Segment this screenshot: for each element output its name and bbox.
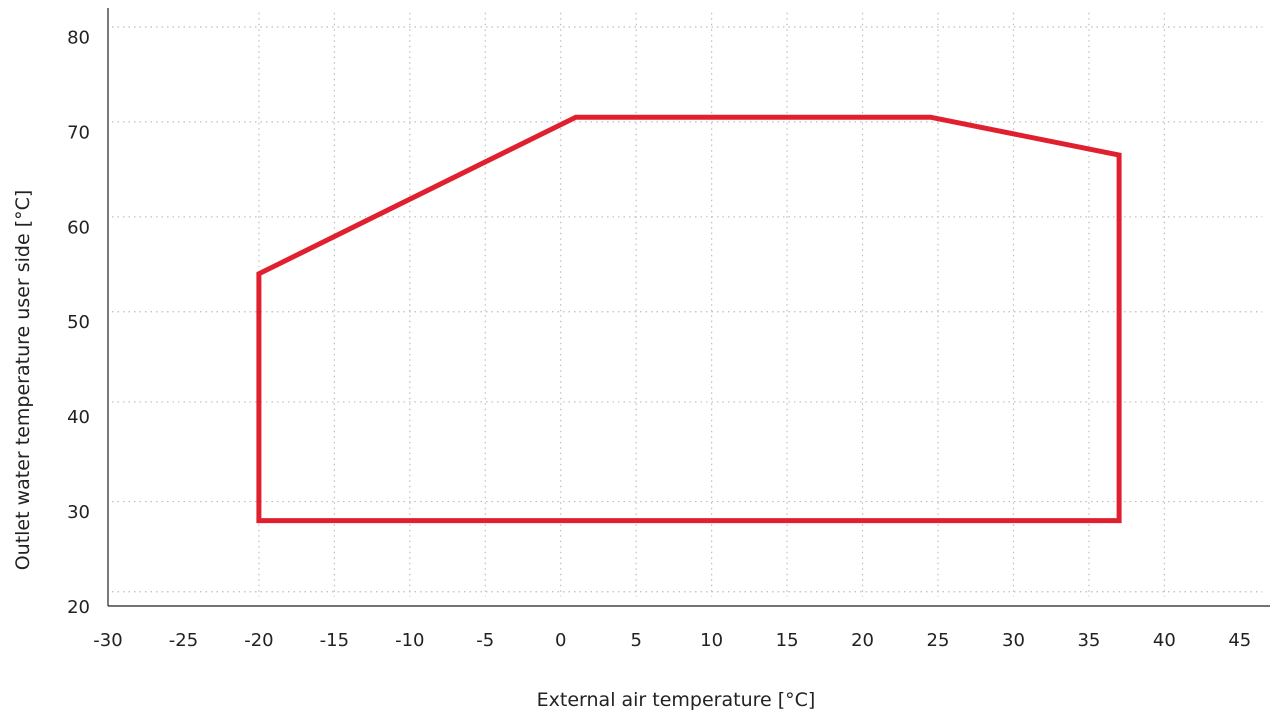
x-tick-label: 10 bbox=[700, 630, 723, 651]
series-layer bbox=[256, 114, 1122, 524]
x-tick-label: -20 bbox=[244, 630, 273, 651]
x-tick-label: 45 bbox=[1228, 630, 1251, 651]
x-tick-label: 25 bbox=[927, 630, 950, 651]
y-tick-label: 70 bbox=[67, 122, 90, 143]
x-tick-label: 40 bbox=[1153, 630, 1176, 651]
x-tick-label: 0 bbox=[555, 630, 566, 651]
x-tick-label: 35 bbox=[1077, 630, 1100, 651]
y-axis-title: Outlet water temperature user side [°C] bbox=[12, 190, 34, 571]
x-tick-label: -15 bbox=[320, 630, 349, 651]
x-tick-label: 5 bbox=[630, 630, 641, 651]
x-axis-title: External air temperature [°C] bbox=[537, 689, 816, 711]
x-tick-label: 20 bbox=[851, 630, 874, 651]
x-tick-labels: -30 -25 -20 -15 -10 -5 0 5 10 15 20 25 30 35 40 45 bbox=[93, 630, 1251, 651]
y-tick-label: 60 bbox=[67, 217, 90, 238]
envelope-line-0 bbox=[256, 114, 1122, 524]
x-tick-label: -10 bbox=[395, 630, 424, 651]
x-tick-label: 30 bbox=[1002, 630, 1025, 651]
y-tick-label: 50 bbox=[67, 312, 90, 333]
x-tick-label: -30 bbox=[93, 630, 122, 651]
x-tick-label: -5 bbox=[476, 630, 494, 651]
grid-lines bbox=[112, 12, 1263, 597]
y-tick-labels: 20 30 40 50 60 70 80 bbox=[67, 27, 90, 618]
y-tick-label: 40 bbox=[67, 407, 90, 428]
y-tick-label: 30 bbox=[67, 502, 90, 523]
x-tick-label: 15 bbox=[776, 630, 799, 651]
x-tick-label: -25 bbox=[169, 630, 198, 651]
y-tick-label: 20 bbox=[67, 597, 90, 618]
y-tick-label: 80 bbox=[67, 27, 90, 48]
